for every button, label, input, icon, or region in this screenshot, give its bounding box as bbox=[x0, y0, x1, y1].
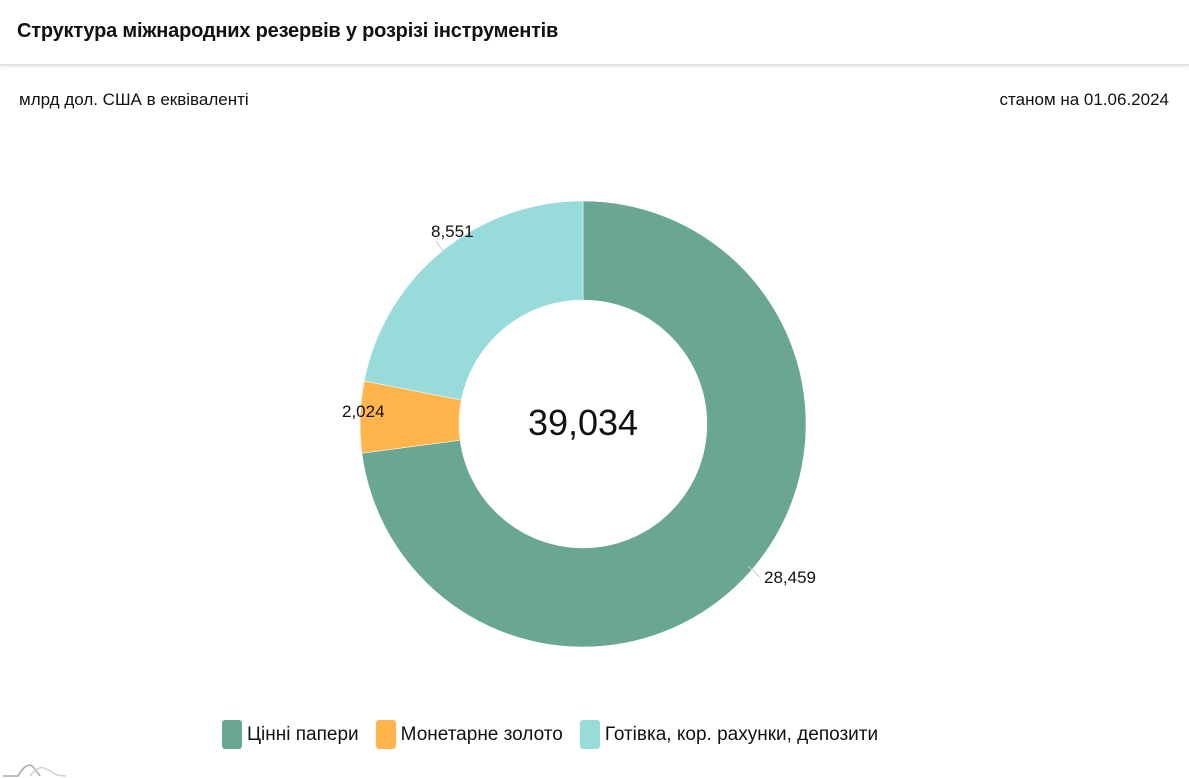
units-label: млрд дол. США в еквіваленті bbox=[19, 90, 249, 109]
legend: Цінні папери Монетарне золото Готівка, к… bbox=[222, 720, 895, 749]
leader-line-securities bbox=[747, 565, 761, 578]
legend-swatch-cash bbox=[579, 720, 600, 749]
legend-label: Монетарне золото bbox=[400, 723, 563, 745]
donut-slices bbox=[359, 200, 807, 648]
legend-swatch-securities bbox=[222, 720, 242, 749]
legend-item-gold[interactable]: Монетарне золото bbox=[375, 720, 563, 749]
leader-line-cash bbox=[435, 240, 444, 252]
value-label-gold: 2,024 bbox=[342, 402, 385, 421]
logo-watermark-icon bbox=[3, 764, 67, 777]
donut-slice-cash[interactable] bbox=[363, 200, 584, 401]
chart-header: Структура міжнародних резервів у розрізі… bbox=[0, 0, 1189, 66]
page-title: Структура міжнародних резервів у розрізі… bbox=[17, 20, 559, 42]
legend-label: Готівка, кор. рахунки, депозити bbox=[604, 723, 879, 745]
legend-label: Цінні папери bbox=[247, 723, 359, 745]
as-of-date: станом на 01.06.2024 bbox=[999, 90, 1169, 109]
legend-item-cash[interactable]: Готівка, кор. рахунки, депозити bbox=[579, 720, 879, 749]
center-total: 39,034 bbox=[528, 402, 638, 443]
value-label-securities: 28,459 bbox=[764, 568, 816, 587]
legend-item-securities[interactable]: Цінні папери bbox=[222, 720, 359, 749]
donut-slice-securities[interactable] bbox=[361, 200, 807, 648]
legend-swatch-gold bbox=[375, 720, 396, 749]
value-label-cash: 8,551 bbox=[431, 222, 474, 241]
